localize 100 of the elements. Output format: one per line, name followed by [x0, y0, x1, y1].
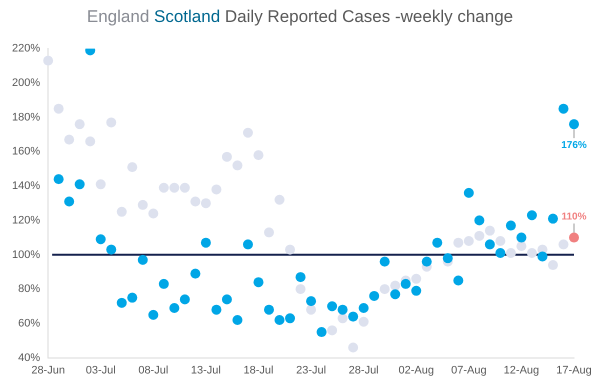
point	[264, 227, 274, 238]
x-tick-label: 08-Jul	[138, 364, 168, 376]
x-tick-label: 07-Aug	[451, 364, 487, 376]
point	[74, 119, 85, 130]
point	[380, 284, 390, 294]
point	[506, 220, 516, 231]
point	[253, 277, 264, 288]
point	[453, 238, 464, 248]
point	[358, 316, 369, 327]
point	[558, 104, 568, 114]
x-tick-label: 13-Jul	[190, 364, 221, 376]
y-tick-label: 180%	[12, 111, 40, 124]
point	[116, 206, 127, 217]
point	[85, 136, 96, 146]
point	[306, 296, 316, 306]
point	[390, 280, 400, 291]
point	[264, 304, 274, 315]
point	[516, 232, 526, 243]
point	[548, 260, 558, 270]
y-tick-label: 100%	[12, 248, 40, 261]
point	[253, 150, 264, 160]
point	[516, 241, 526, 252]
point	[484, 226, 495, 236]
point	[380, 256, 390, 267]
y-tick-label: 60%	[18, 317, 40, 330]
x-tick-label: 28-Jun	[31, 364, 65, 376]
point	[442, 253, 453, 264]
point	[96, 179, 106, 190]
point	[242, 128, 253, 138]
point	[106, 117, 116, 128]
y-tick-label: 160%	[12, 146, 40, 158]
point	[411, 274, 422, 284]
point	[158, 278, 169, 289]
point	[190, 268, 200, 279]
point	[296, 272, 306, 282]
point	[484, 239, 495, 250]
point	[537, 251, 548, 262]
point	[464, 188, 474, 198]
point	[127, 162, 138, 172]
point	[54, 104, 64, 114]
point	[242, 239, 253, 250]
point	[64, 196, 74, 206]
point	[211, 304, 222, 315]
point	[390, 289, 400, 300]
x-tick-label: 12-Aug	[504, 364, 540, 376]
point	[211, 184, 222, 194]
point	[327, 301, 338, 312]
point	[190, 196, 200, 206]
point	[232, 315, 242, 326]
point	[474, 230, 484, 241]
x-tick-label: 03-Jul	[86, 364, 116, 376]
point	[285, 244, 296, 255]
point	[96, 234, 106, 244]
data-label: 176%	[561, 140, 587, 151]
point	[453, 276, 464, 286]
point	[43, 56, 54, 66]
point	[558, 239, 568, 250]
chart-title: Daily Reported Cases -weekly change	[224, 7, 514, 26]
point	[274, 194, 285, 205]
point	[54, 174, 64, 184]
y-tick-label: 40%	[18, 352, 40, 364]
point	[116, 298, 127, 308]
point	[222, 152, 232, 162]
point	[138, 254, 148, 265]
y-tick-label: 120%	[12, 214, 40, 226]
point	[316, 327, 327, 338]
y-tick-label: 80%	[18, 283, 40, 296]
point	[338, 313, 348, 324]
point	[222, 294, 232, 304]
x-tick-label: 18-Jul	[243, 364, 274, 376]
point	[158, 182, 169, 193]
point	[296, 284, 306, 294]
point	[106, 244, 116, 255]
point	[180, 294, 190, 304]
point	[348, 342, 358, 352]
point	[358, 302, 369, 313]
point	[506, 248, 516, 258]
point	[369, 290, 380, 301]
point	[148, 310, 158, 320]
point	[400, 278, 411, 289]
point	[200, 238, 211, 248]
point	[138, 200, 148, 210]
point	[526, 210, 537, 220]
x-tick-label: 23-Jul	[296, 364, 326, 376]
point	[474, 215, 484, 226]
point	[432, 238, 442, 248]
point	[338, 304, 348, 315]
point	[464, 236, 474, 246]
point	[422, 256, 432, 267]
point	[411, 286, 422, 296]
point	[169, 302, 180, 313]
x-tick-label: 02-Aug	[398, 364, 434, 376]
y-tick-label: 200%	[12, 76, 40, 89]
point	[64, 134, 74, 145]
point	[169, 182, 180, 193]
point	[569, 119, 579, 130]
point	[285, 313, 296, 324]
point	[74, 179, 85, 190]
x-tick-label: 28-Jul	[348, 364, 379, 376]
point	[274, 315, 285, 326]
